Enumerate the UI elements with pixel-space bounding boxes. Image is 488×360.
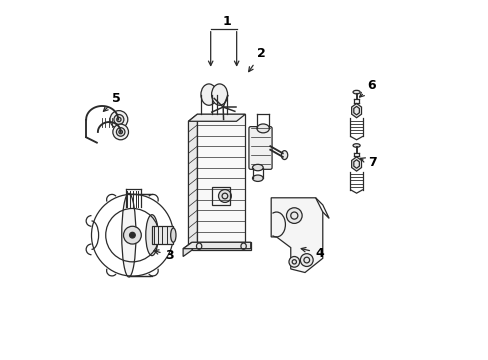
Ellipse shape — [122, 193, 136, 277]
Polygon shape — [188, 114, 197, 249]
Ellipse shape — [145, 215, 158, 256]
Circle shape — [113, 124, 128, 140]
Circle shape — [288, 257, 299, 267]
Text: 7: 7 — [360, 157, 376, 170]
Text: 3: 3 — [154, 249, 174, 262]
Ellipse shape — [352, 144, 359, 147]
Circle shape — [218, 190, 231, 202]
Bar — [152, 226, 173, 244]
Ellipse shape — [201, 84, 217, 105]
FancyBboxPatch shape — [197, 114, 245, 242]
FancyBboxPatch shape — [248, 127, 271, 169]
Polygon shape — [188, 114, 245, 121]
Ellipse shape — [211, 84, 227, 105]
Ellipse shape — [352, 90, 359, 94]
Polygon shape — [271, 198, 322, 273]
Ellipse shape — [252, 165, 263, 171]
Circle shape — [300, 254, 312, 266]
Polygon shape — [183, 242, 250, 249]
Polygon shape — [351, 103, 361, 118]
Polygon shape — [351, 157, 361, 171]
Circle shape — [114, 114, 123, 125]
Circle shape — [116, 128, 125, 136]
Circle shape — [110, 111, 127, 129]
Text: 1: 1 — [222, 15, 231, 28]
Ellipse shape — [256, 124, 269, 133]
Text: 2: 2 — [248, 47, 265, 72]
Circle shape — [123, 226, 141, 244]
Text: 4: 4 — [301, 247, 323, 260]
Text: 6: 6 — [359, 79, 375, 97]
Text: 5: 5 — [103, 93, 121, 111]
Circle shape — [286, 208, 302, 224]
Bar — [192, 242, 250, 250]
Ellipse shape — [170, 228, 176, 242]
Ellipse shape — [252, 175, 263, 181]
Polygon shape — [183, 242, 192, 257]
Circle shape — [129, 232, 135, 238]
Ellipse shape — [281, 150, 287, 159]
